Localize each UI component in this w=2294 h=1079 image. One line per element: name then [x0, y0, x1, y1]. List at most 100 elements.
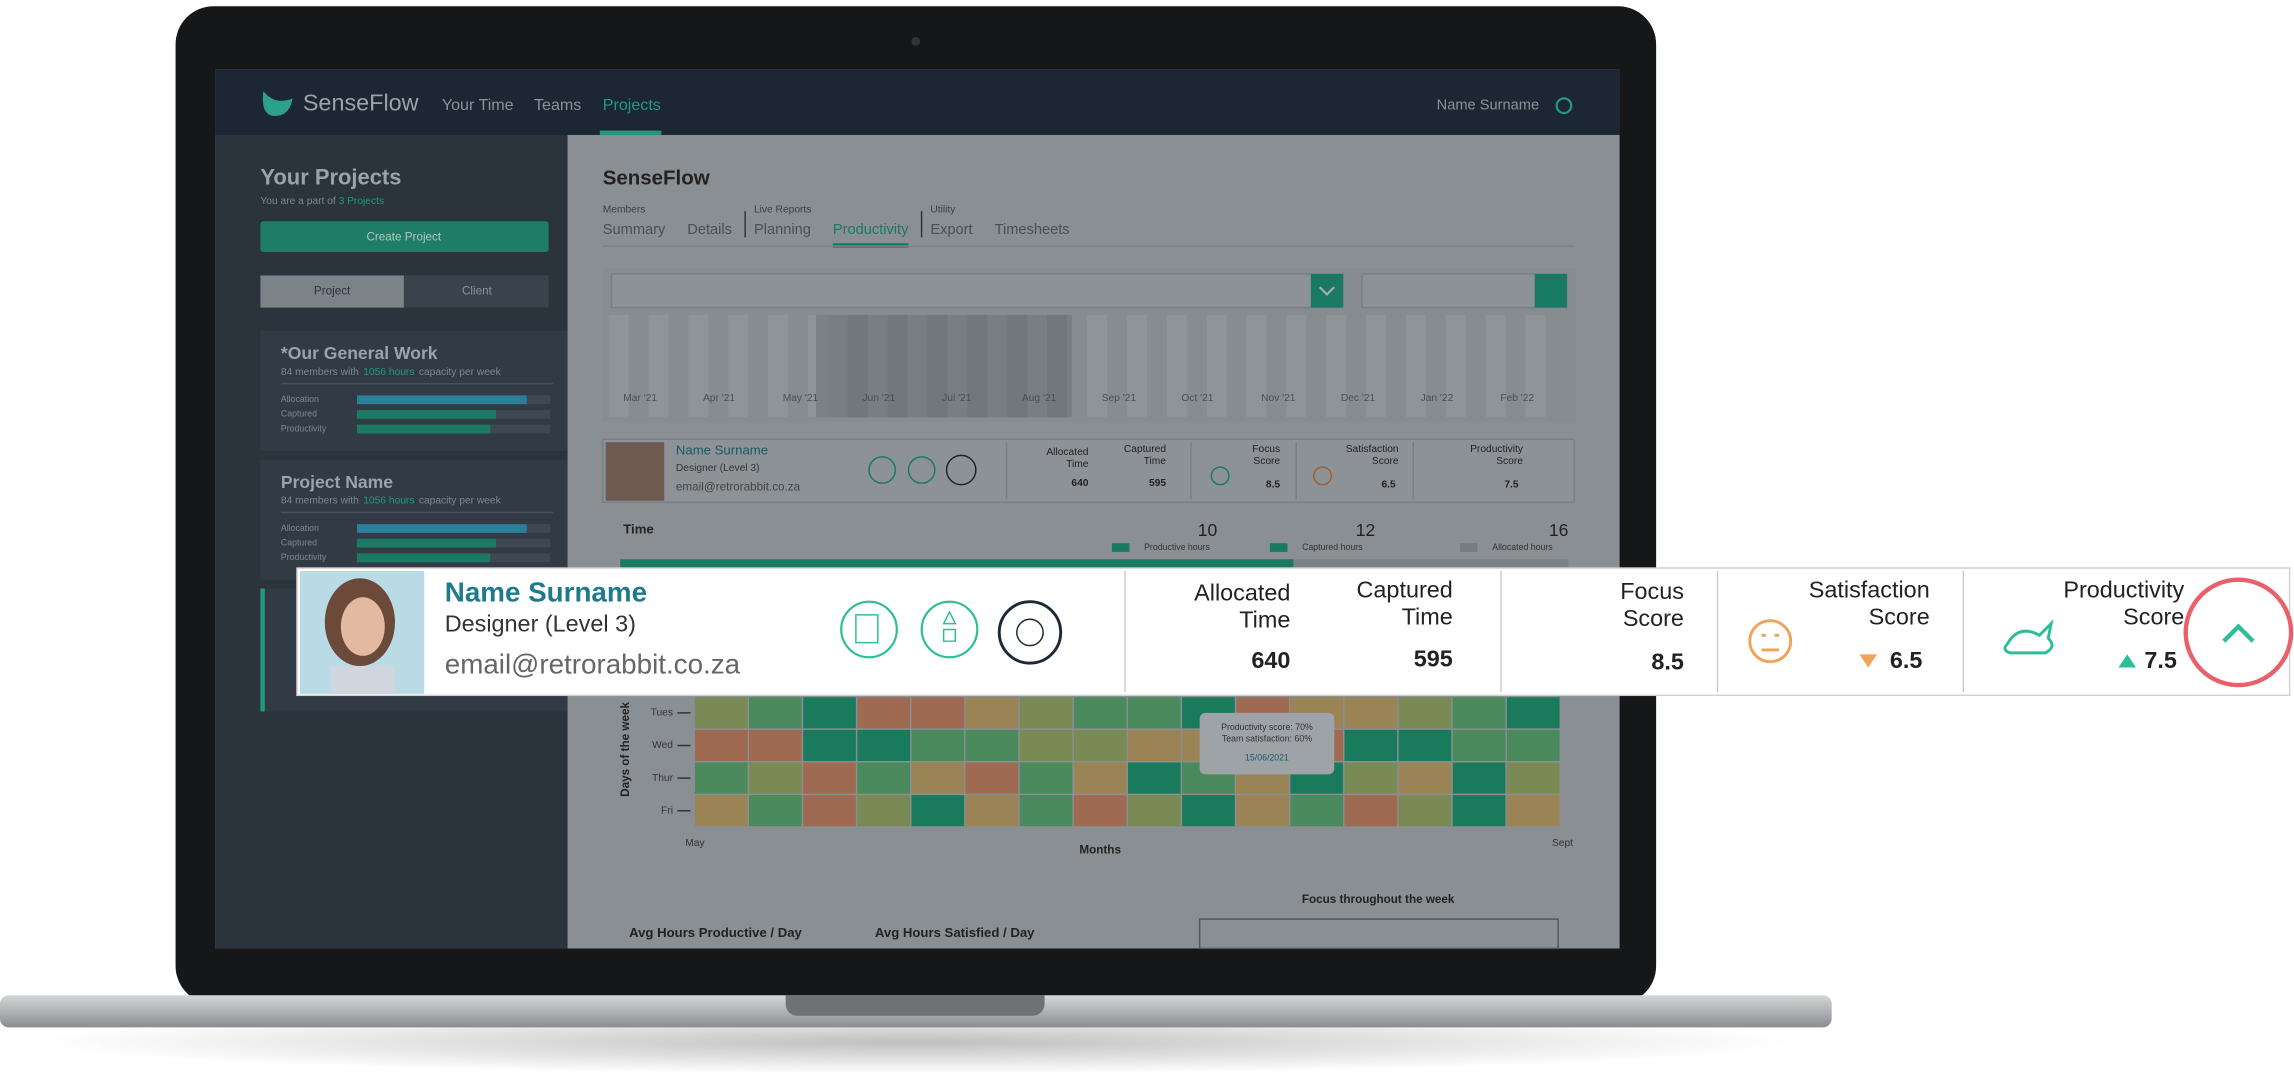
- timeline-stripe: [1126, 314, 1147, 418]
- heatmap-cell: [803, 729, 856, 761]
- tab[interactable]: Planning: [754, 222, 811, 238]
- heatmap-cell: [1236, 795, 1289, 827]
- toggle-option[interactable]: Project: [314, 285, 351, 298]
- create-button-label[interactable]: Create Project: [366, 230, 441, 243]
- tab[interactable]: Details: [687, 222, 732, 238]
- focus-chart: [1198, 918, 1559, 950]
- timeline-stripe: [1405, 314, 1426, 418]
- satisfaction-face: [1748, 619, 1793, 664]
- toggle-active[interactable]: [260, 275, 404, 308]
- timeline-month: Sep '21: [1102, 393, 1137, 404]
- search-box[interactable]: [1361, 273, 1568, 309]
- collapse-chevron[interactable]: [2222, 623, 2255, 643]
- stat-label: Allocated: [1194, 580, 1290, 606]
- heatmap-cell: [911, 795, 965, 827]
- skill-icon[interactable]: [997, 600, 1063, 665]
- main-panel: [567, 134, 1620, 949]
- member-photo: [605, 442, 665, 501]
- heatmap-cell: [749, 697, 802, 729]
- nav-link-active[interactable]: Projects: [603, 96, 661, 114]
- heatmap-cell: [965, 729, 1019, 761]
- nav-link[interactable]: Your Time: [442, 96, 514, 114]
- tab[interactable]: Export: [930, 222, 972, 238]
- toggle-option[interactable]: Client: [462, 285, 493, 298]
- create-button[interactable]: [260, 221, 549, 253]
- timeline-month: Aug '21: [1022, 393, 1057, 404]
- dropdown[interactable]: [610, 273, 1344, 309]
- heatmap-cell: [1452, 729, 1506, 761]
- tab[interactable]: Timesheets: [995, 222, 1070, 238]
- heatmap-cell: [965, 795, 1019, 827]
- heatmap-y-label: Days of the week: [619, 702, 632, 797]
- heatmap-cell: [694, 729, 748, 761]
- callout-role: Designer (Level 3): [445, 610, 636, 636]
- heatmap-cell: [1344, 729, 1398, 761]
- logout-icon[interactable]: [1555, 97, 1573, 115]
- stat-label: Captured: [1357, 577, 1453, 603]
- timeline-stripe: [1087, 314, 1107, 418]
- metric-label: Captured: [281, 409, 317, 419]
- project-name: Project Name: [281, 472, 393, 492]
- heatmap-cell: [1398, 697, 1452, 729]
- legend-swatch: [1460, 543, 1478, 552]
- metric-bar: [356, 524, 527, 533]
- timeline-month: Jun '21: [862, 393, 895, 404]
- timeline-month: Jul '21: [942, 393, 972, 404]
- tab[interactable]: Productivity: [833, 222, 909, 238]
- member-row: Name Surname Designer (Level 3) email@re…: [602, 438, 1575, 503]
- dropdown-button[interactable]: [1310, 273, 1344, 308]
- nav-link[interactable]: Teams: [534, 96, 581, 114]
- member-name[interactable]: Name Surname: [676, 442, 768, 457]
- tab[interactable]: Summary: [603, 222, 666, 238]
- heatmap-cell: [1019, 762, 1073, 794]
- collapse-highlight[interactable]: [2183, 577, 2294, 688]
- heatmap-cell: [1506, 729, 1560, 761]
- timeline-stripe: [608, 314, 629, 418]
- search-button[interactable]: [1534, 273, 1567, 308]
- heatmap-cell: [749, 762, 802, 794]
- project-meta: 84 members with 1056 hours capacity per we…: [281, 495, 502, 506]
- skill-icon[interactable]: [920, 600, 979, 659]
- stat-label: Allocated: [1046, 447, 1088, 458]
- metric-label: Allocation: [281, 523, 319, 533]
- skill-icon[interactable]: [840, 600, 898, 659]
- metric-bar: [356, 553, 491, 563]
- face-features: [1761, 633, 1780, 652]
- subtitle-link[interactable]: 3 Projects: [339, 196, 385, 207]
- project-capacity: capacity per week: [419, 495, 502, 506]
- project-capacity: capacity per week: [419, 367, 502, 378]
- nav-bar: [215, 69, 1620, 135]
- photo-shirt: [330, 666, 396, 694]
- user-name[interactable]: Name Surname: [1437, 98, 1539, 114]
- project-meta: 84 members with 1056 hours capacity per we…: [281, 367, 502, 378]
- tabs: Members Summary Details Live Reports Plannin…: [603, 204, 1070, 248]
- stat-label: Time: [1402, 604, 1453, 630]
- stat-label: Focus: [1252, 444, 1280, 455]
- timeline-month: Jan '22: [1421, 393, 1454, 404]
- callout-name[interactable]: Name Surname: [445, 577, 647, 608]
- metric-bar: [356, 410, 496, 419]
- timeline-month: May '21: [783, 393, 819, 404]
- project-members: 84 members with: [281, 367, 359, 378]
- stat-value: 595: [1149, 478, 1166, 489]
- tooltip-date: 15/06/2021: [1245, 753, 1289, 763]
- stat-label: Captured: [1124, 444, 1166, 455]
- day-label: Wed: [652, 740, 673, 751]
- heatmap-cell: [857, 729, 910, 761]
- heatmap-cell: [1073, 729, 1127, 761]
- day-label: Thur: [652, 773, 674, 784]
- timeline-stripe: [1286, 314, 1307, 418]
- heatmap-cell: [1127, 795, 1181, 827]
- trend-up: [2118, 654, 2136, 668]
- project-list: *Our General Work 84 members with 1056 hou…: [260, 331, 568, 580]
- member-icon: [945, 454, 977, 486]
- heatmap-cell: [803, 762, 856, 794]
- heatmap-cell: [1127, 729, 1181, 761]
- callout: Name Surname Designer (Level 3) email@re…: [296, 567, 2291, 697]
- skill-icon-glyph: [1016, 618, 1044, 647]
- heatmap-cell: [694, 697, 748, 729]
- heatmap-cell: [749, 795, 802, 827]
- project-hours: 1056 hours: [363, 495, 414, 506]
